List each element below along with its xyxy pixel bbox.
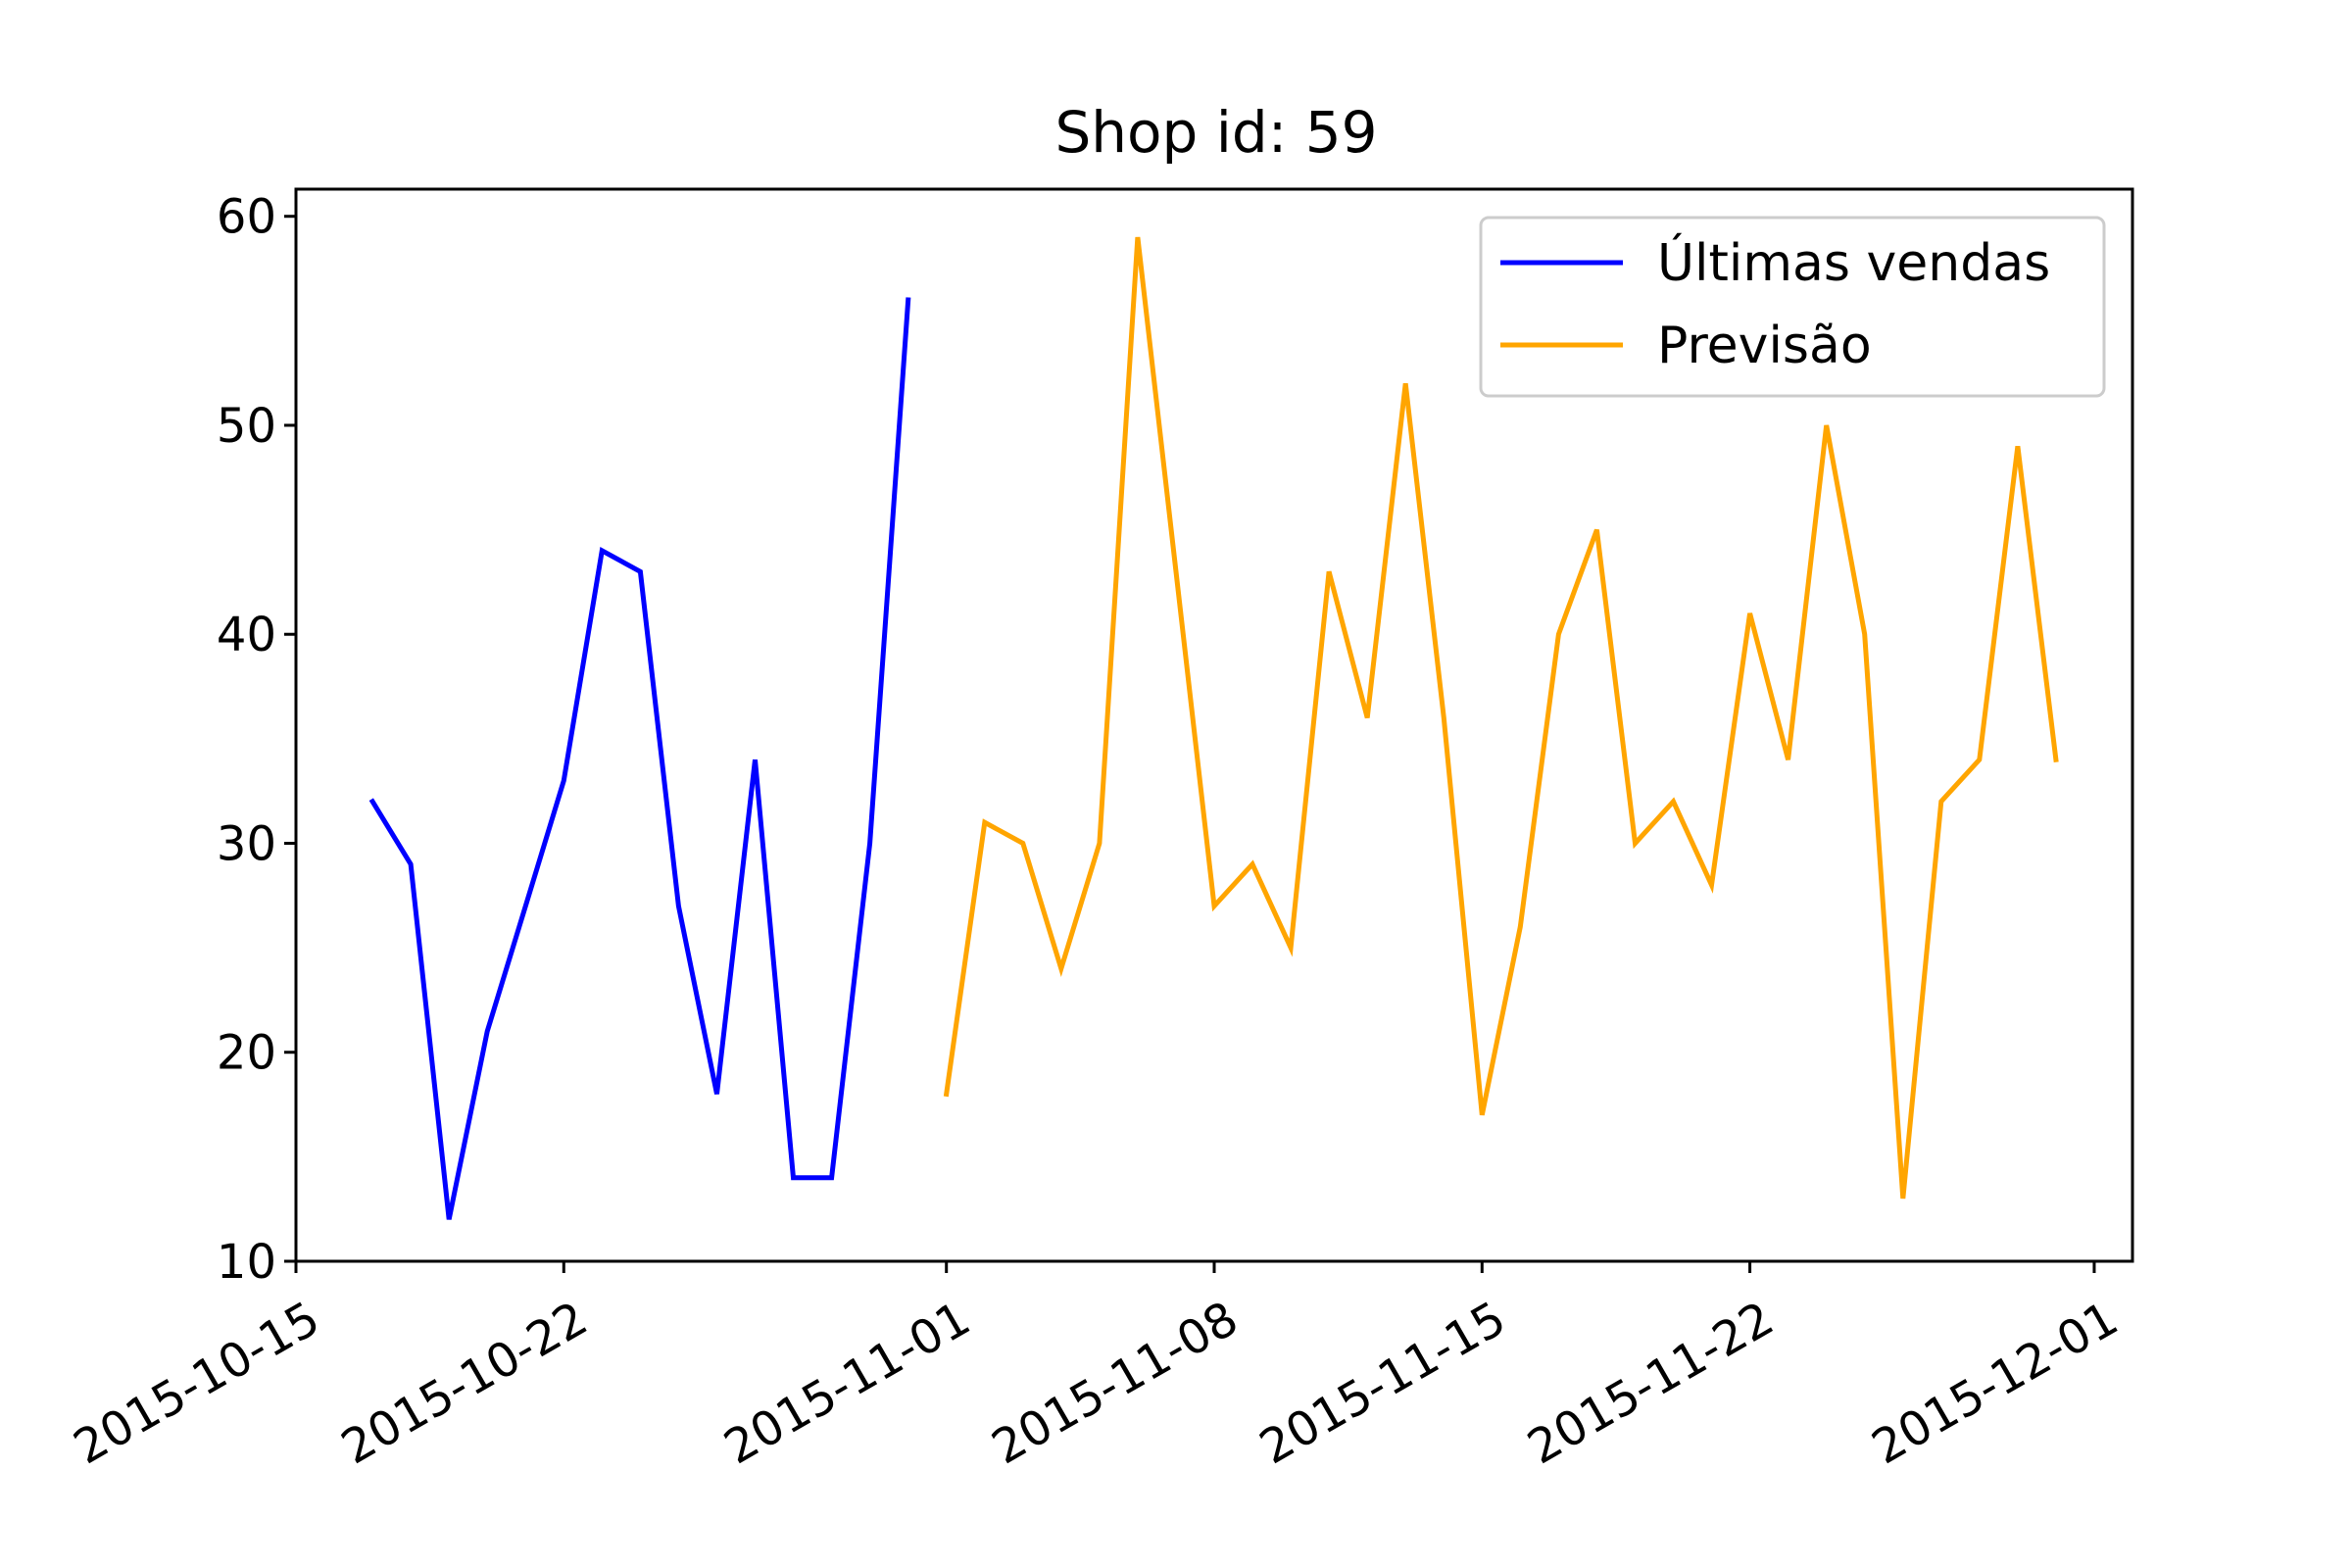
chart-title: Shop id: 59 (1054, 99, 1377, 166)
y-tick-label: 20 (217, 1026, 276, 1081)
y-tick-label: 50 (217, 399, 276, 454)
series-layer (368, 236, 2059, 1220)
legend-label: Últimas vendas (1657, 232, 2050, 293)
legend-box (1479, 216, 2106, 398)
y-tick-label: 10 (217, 1235, 276, 1290)
series-line-1 (943, 236, 2059, 1200)
y-tick-label: 40 (217, 608, 276, 662)
legend-label: Previsão (1657, 317, 1872, 375)
y-axis: 10 20 30 40 50 60 (217, 190, 296, 1290)
y-tick-label: 60 (217, 190, 276, 245)
legend: Últimas vendas Previsão (1479, 216, 2106, 398)
series-line-0 (368, 297, 911, 1220)
y-tick-label: 30 (217, 816, 276, 871)
plot-frame (294, 187, 2134, 1263)
